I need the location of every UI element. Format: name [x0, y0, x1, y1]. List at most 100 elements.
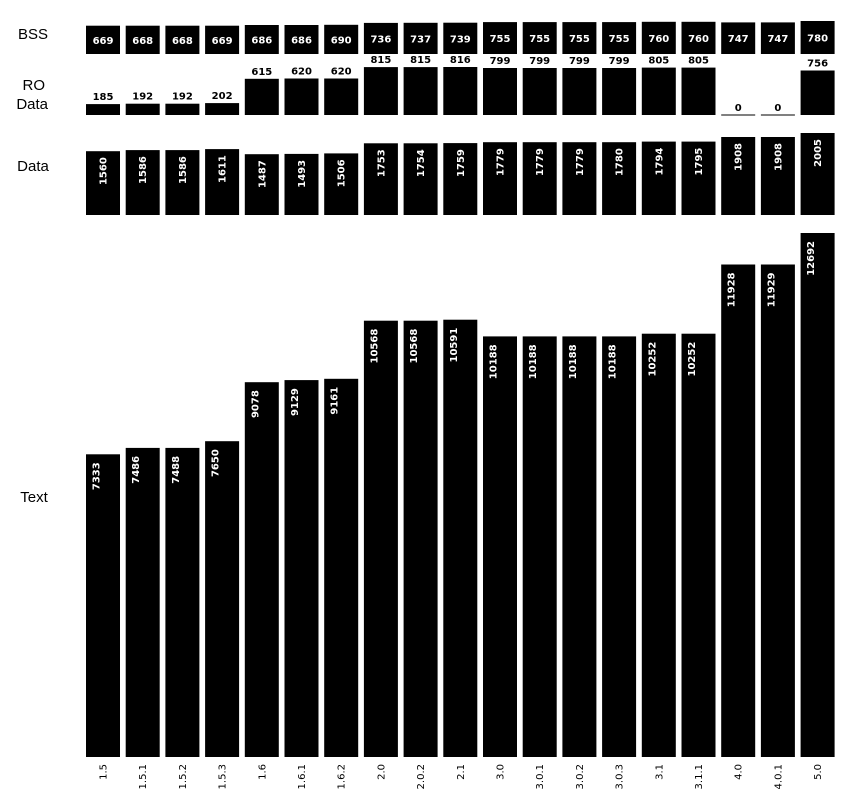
value-label-data-3-0-1: 1779 [535, 148, 546, 176]
x-tick-label-3-1-1: 3.1.1 [694, 764, 705, 789]
value-label-bss-3-1: 760 [648, 34, 669, 45]
value-label-bss-3-0: 755 [490, 34, 511, 45]
bar-data-1-6-1 [284, 153, 319, 215]
bar-text-2-1 [443, 319, 478, 757]
value-label-ro-data-3-0-3: 799 [609, 56, 630, 67]
row-label-data: Data [17, 158, 49, 175]
panel-data: Data 1560 1586 1586 1611 1487 1493 1506 1753 1754… [17, 133, 835, 215]
bar-bss-1-6-1 [284, 25, 319, 54]
value-label-data-1-5: 1560 [99, 157, 110, 185]
value-label-ro-data-1-5-2: 192 [172, 92, 193, 103]
bar-bss-1-5-3 [205, 25, 240, 54]
bar-ro-data-1-5-1 [125, 103, 160, 115]
x-tick-label-1-5-1: 1.5.1 [138, 764, 149, 789]
value-label-data-4-0: 1908 [734, 143, 745, 171]
x-tick-label-5-0: 5.0 [813, 764, 824, 780]
value-label-data-2-0: 1753 [376, 149, 387, 177]
bar-ro-data-5-0 [800, 70, 835, 115]
bar-data-2-0-2 [403, 143, 438, 215]
bar-bss-3-0 [483, 22, 517, 54]
bar-bss-1-6-2 [324, 24, 359, 54]
x-tick-label-3-0-2: 3.0.2 [575, 764, 586, 789]
value-label-ro-data-3-0-2: 799 [569, 56, 590, 67]
value-label-bss-4-0: 747 [728, 34, 749, 45]
bar-data-4-0-1 [760, 137, 795, 215]
value-label-bss-1-5-1: 668 [132, 36, 153, 47]
bar-text-1-5-1 [125, 447, 160, 757]
value-label-bss-1-5-3: 669 [212, 36, 233, 47]
bar-bss-3-0-1 [522, 22, 557, 54]
value-label-ro-data-3-0: 799 [490, 56, 511, 67]
x-tick-label-2-0: 2.0 [376, 764, 387, 780]
value-label-text-1-6-1: 9129 [290, 388, 301, 416]
bar-text-1-5-2 [165, 447, 200, 757]
value-label-data-4-0-1: 1908 [773, 143, 784, 171]
value-label-text-3-1: 10252 [647, 342, 658, 377]
value-label-bss-3-0-3: 755 [609, 34, 630, 45]
value-label-ro-data-1-5: 185 [93, 92, 114, 103]
value-label-data-1-5-2: 1586 [178, 156, 189, 184]
value-label-text-3-0: 10188 [489, 344, 500, 379]
value-label-text-2-1: 10591 [449, 328, 460, 363]
bar-bss-5-0 [800, 21, 835, 54]
value-label-bss-2-1: 739 [450, 34, 471, 45]
bar-data-1-5-3 [205, 149, 240, 215]
bar-data-5-0 [800, 133, 835, 215]
value-label-text-1-5-1: 7486 [131, 456, 142, 484]
bar-text-4-0 [721, 264, 756, 757]
row-label-bss: BSS [18, 26, 48, 43]
bar-ro-data-1-6-1 [284, 78, 319, 115]
bar-data-3-1 [641, 141, 676, 215]
bar-ro-data-1-5-2 [165, 103, 200, 115]
bar-ro-data-2-0-2 [403, 67, 438, 115]
bar-bss-3-1-1 [681, 21, 716, 54]
bar-text-1-6 [244, 382, 279, 757]
value-label-ro-data-5-0: 756 [807, 59, 828, 70]
bar-data-2-0 [363, 143, 398, 215]
value-label-data-3-1: 1794 [654, 148, 665, 176]
bar-text-3-0 [483, 336, 517, 757]
bar-data-1-6 [244, 154, 279, 215]
bar-data-4-0 [721, 137, 756, 215]
value-label-text-1-6-2: 9161 [330, 387, 341, 415]
value-label-ro-data-3-1-1: 805 [688, 56, 709, 67]
value-label-bss-1-6: 686 [251, 36, 272, 47]
value-label-bss-3-1-1: 760 [688, 34, 709, 45]
row-label-text: Text [20, 489, 48, 506]
bar-text-2-0 [363, 320, 398, 757]
x-tick-label-1-6: 1.6 [257, 764, 268, 780]
bar-bss-1-5-1 [125, 25, 160, 54]
x-tick-label-4-0-1: 4.0.1 [773, 764, 784, 789]
bar-data-3-1-1 [681, 141, 716, 215]
x-tick-label-1-6-2: 1.6.2 [337, 764, 348, 789]
value-label-ro-data-1-5-1: 192 [132, 92, 153, 103]
x-tick-label-4-0: 4.0 [734, 764, 745, 780]
value-label-data-3-0-3: 1780 [615, 148, 626, 176]
bar-ro-data-1-6-2 [324, 78, 359, 115]
bar-bss-2-0-2 [403, 22, 438, 54]
panel-text: Text 7333 7486 7488 7650 9078 9129 9161 10568 105… [20, 233, 835, 757]
bar-data-3-0-2 [562, 142, 597, 215]
x-tick-label-3-0: 3.0 [496, 764, 507, 780]
bar-ro-data-3-1 [641, 67, 676, 115]
value-label-ro-data-1-5-3: 202 [212, 91, 233, 102]
value-label-text-3-0-3: 10188 [608, 344, 619, 379]
value-label-data-1-6: 1487 [257, 160, 268, 188]
value-label-data-1-6-2: 1506 [337, 159, 348, 187]
bar-data-1-5-2 [165, 150, 200, 215]
value-label-data-3-0: 1779 [496, 148, 507, 176]
bar-data-3-0-1 [522, 142, 557, 215]
bar-text-3-0-2 [562, 336, 597, 757]
value-label-data-1-6-1: 1493 [297, 160, 308, 188]
value-label-bss-4-0-1: 747 [767, 34, 788, 45]
value-label-ro-data-2-1: 816 [450, 55, 471, 66]
bar-text-2-0-2 [403, 320, 438, 757]
value-label-text-3-0-2: 10188 [568, 344, 579, 379]
x-tick-label-2-1: 2.1 [456, 764, 467, 780]
bar-text-3-1-1 [681, 333, 716, 757]
value-label-ro-data-4-0: 0 [735, 103, 742, 114]
value-label-data-1-5-1: 1586 [138, 156, 149, 184]
bar-bss-1-5 [86, 25, 120, 54]
value-label-data-2-1: 1759 [456, 149, 467, 177]
x-axis-labels: 1.5 1.5.1 1.5.2 1.5.3 1.6 1.6.1 1.6.2 2.0 2.0.2 2… [99, 764, 825, 789]
